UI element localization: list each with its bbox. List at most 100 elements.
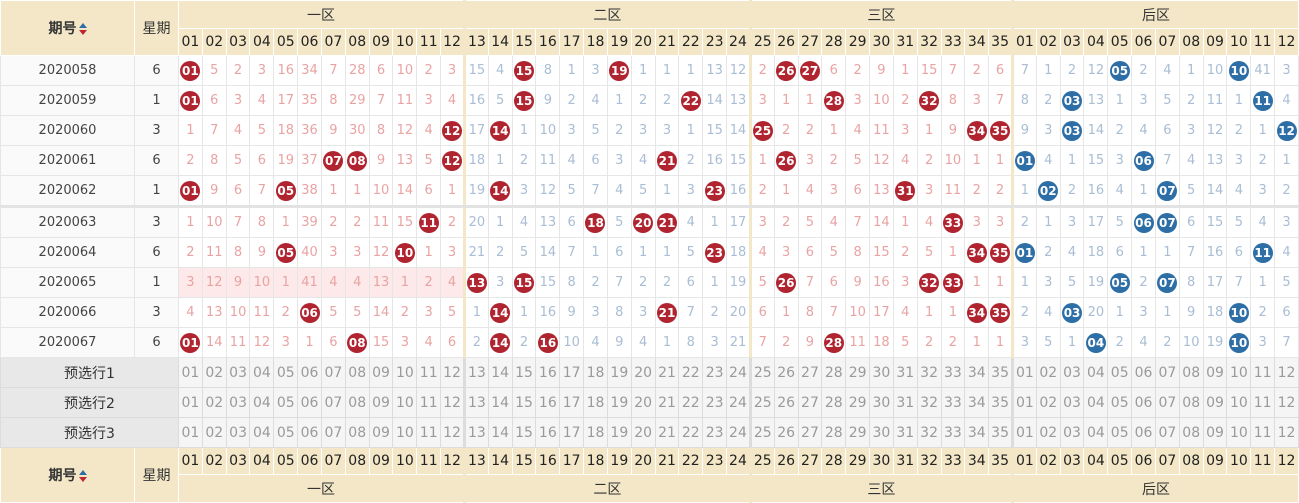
preselect-number[interactable]: 04	[249, 357, 275, 388]
preselect-number[interactable]: 01	[1010, 387, 1037, 418]
preselect-number[interactable]: 17	[559, 357, 585, 388]
preselect-number[interactable]: 10	[392, 357, 418, 388]
preselect-number[interactable]: 10	[392, 417, 418, 448]
preselect-number[interactable]: 25	[748, 417, 775, 448]
preselect-number[interactable]: 19	[606, 357, 632, 388]
preselect-number[interactable]: 03	[1059, 387, 1085, 418]
preselect-number[interactable]: 23	[702, 417, 728, 448]
preselect-number[interactable]: 09	[368, 387, 394, 418]
preselect-number[interactable]: 32	[916, 417, 942, 448]
preselect-number[interactable]: 13	[462, 357, 489, 388]
preselect-number[interactable]: 01	[178, 387, 203, 418]
preselect-number[interactable]: 09	[1202, 357, 1228, 388]
preselect-number[interactable]: 07	[320, 417, 346, 448]
preselect-number[interactable]: 02	[1035, 387, 1061, 418]
preselect-number[interactable]: 26	[773, 357, 799, 388]
preselect-number[interactable]: 07	[320, 387, 346, 418]
preselect-number[interactable]: 09	[368, 357, 394, 388]
preselect-number[interactable]: 23	[702, 357, 728, 388]
preselect-number[interactable]: 03	[225, 417, 251, 448]
preselect-number[interactable]: 25	[748, 387, 775, 418]
preselect-number[interactable]: 28	[821, 357, 847, 388]
preselect-number[interactable]: 09	[1202, 387, 1228, 418]
preselect-number[interactable]: 34	[964, 387, 990, 418]
preselect-number[interactable]: 07	[1154, 417, 1180, 448]
preselect-number[interactable]: 06	[297, 357, 322, 388]
preselect-number[interactable]: 12	[440, 387, 465, 418]
preselect-number[interactable]: 11	[416, 357, 442, 388]
preselect-number[interactable]: 31	[892, 387, 918, 418]
preselect-number[interactable]: 10	[392, 387, 418, 418]
preselect-number[interactable]: 33	[940, 417, 966, 448]
preselect-number[interactable]: 06	[1131, 387, 1156, 418]
preselect-number[interactable]: 06	[1131, 357, 1156, 388]
preselect-number[interactable]: 08	[344, 357, 370, 388]
preselect-number[interactable]: 09	[1202, 417, 1228, 448]
preselect-number[interactable]: 08	[1178, 357, 1204, 388]
preselect-number[interactable]: 04	[249, 387, 275, 418]
preselect-number[interactable]: 07	[320, 357, 346, 388]
preselect-number[interactable]: 32	[916, 387, 942, 418]
preselect-number[interactable]: 16	[535, 417, 561, 448]
preselect-number[interactable]: 17	[559, 387, 585, 418]
preselect-number[interactable]: 35	[988, 417, 1013, 448]
preselect-number[interactable]: 13	[462, 387, 489, 418]
preselect-number[interactable]: 17	[559, 417, 585, 448]
preselect-number[interactable]: 31	[892, 417, 918, 448]
preselect-number[interactable]: 12	[1274, 417, 1299, 448]
preselect-number[interactable]: 12	[440, 357, 465, 388]
preselect-number[interactable]: 03	[1059, 357, 1085, 388]
preselect-number[interactable]: 08	[1178, 417, 1204, 448]
preselect-number[interactable]: 29	[845, 357, 871, 388]
preselect-number[interactable]: 22	[678, 417, 704, 448]
preselect-number[interactable]: 04	[249, 417, 275, 448]
preselect-number[interactable]: 06	[297, 387, 322, 418]
preselect-number[interactable]: 24	[726, 357, 751, 388]
preselect-number[interactable]: 07	[1154, 357, 1180, 388]
preselect-number[interactable]: 08	[1178, 387, 1204, 418]
preselect-number[interactable]: 06	[1131, 417, 1156, 448]
preselect-number[interactable]: 18	[583, 357, 608, 388]
preselect-number[interactable]: 19	[606, 417, 632, 448]
preselect-number[interactable]: 15	[511, 417, 537, 448]
preselect-number[interactable]: 20	[630, 387, 656, 418]
preselect-number[interactable]: 18	[583, 387, 608, 418]
preselect-number[interactable]: 14	[487, 417, 513, 448]
preselect-number[interactable]: 20	[630, 417, 656, 448]
preselect-number[interactable]: 27	[797, 387, 823, 418]
preselect-number[interactable]: 29	[845, 417, 871, 448]
preselect-number[interactable]: 04	[1083, 357, 1109, 388]
preselect-number[interactable]: 03	[225, 387, 251, 418]
preselect-number[interactable]: 11	[416, 387, 442, 418]
preselect-number[interactable]: 09	[368, 417, 394, 448]
preselect-number[interactable]: 19	[606, 387, 632, 418]
preselect-number[interactable]: 33	[940, 387, 966, 418]
preselect-number[interactable]: 27	[797, 357, 823, 388]
preselect-number[interactable]: 29	[845, 387, 871, 418]
sort-icon[interactable]	[78, 23, 87, 35]
preselect-number[interactable]: 34	[964, 357, 990, 388]
preselect-number[interactable]: 30	[869, 357, 894, 388]
preselect-number[interactable]: 04	[1083, 387, 1109, 418]
preselect-number[interactable]: 06	[297, 417, 322, 448]
preselect-number[interactable]: 10	[1226, 387, 1252, 418]
preselect-number[interactable]: 32	[916, 357, 942, 388]
preselect-number[interactable]: 15	[511, 387, 537, 418]
preselect-number[interactable]: 34	[964, 417, 990, 448]
preselect-number[interactable]: 01	[1010, 357, 1037, 388]
preselect-number[interactable]: 02	[201, 387, 227, 418]
sort-icon[interactable]	[78, 470, 87, 482]
preselect-number[interactable]: 05	[1107, 387, 1133, 418]
preselect-number[interactable]: 12	[1274, 387, 1299, 418]
preselect-number[interactable]: 24	[726, 417, 751, 448]
preselect-number[interactable]: 11	[1250, 387, 1276, 418]
preselect-number[interactable]: 10	[1226, 417, 1252, 448]
preselect-number[interactable]: 02	[1035, 357, 1061, 388]
preselect-number[interactable]: 35	[988, 357, 1013, 388]
preselect-number[interactable]: 20	[630, 357, 656, 388]
preselect-number[interactable]: 07	[1154, 387, 1180, 418]
preselect-number[interactable]: 35	[988, 387, 1013, 418]
preselect-number[interactable]: 30	[869, 417, 894, 448]
preselect-number[interactable]: 02	[201, 357, 227, 388]
preselect-number[interactable]: 05	[1107, 357, 1133, 388]
